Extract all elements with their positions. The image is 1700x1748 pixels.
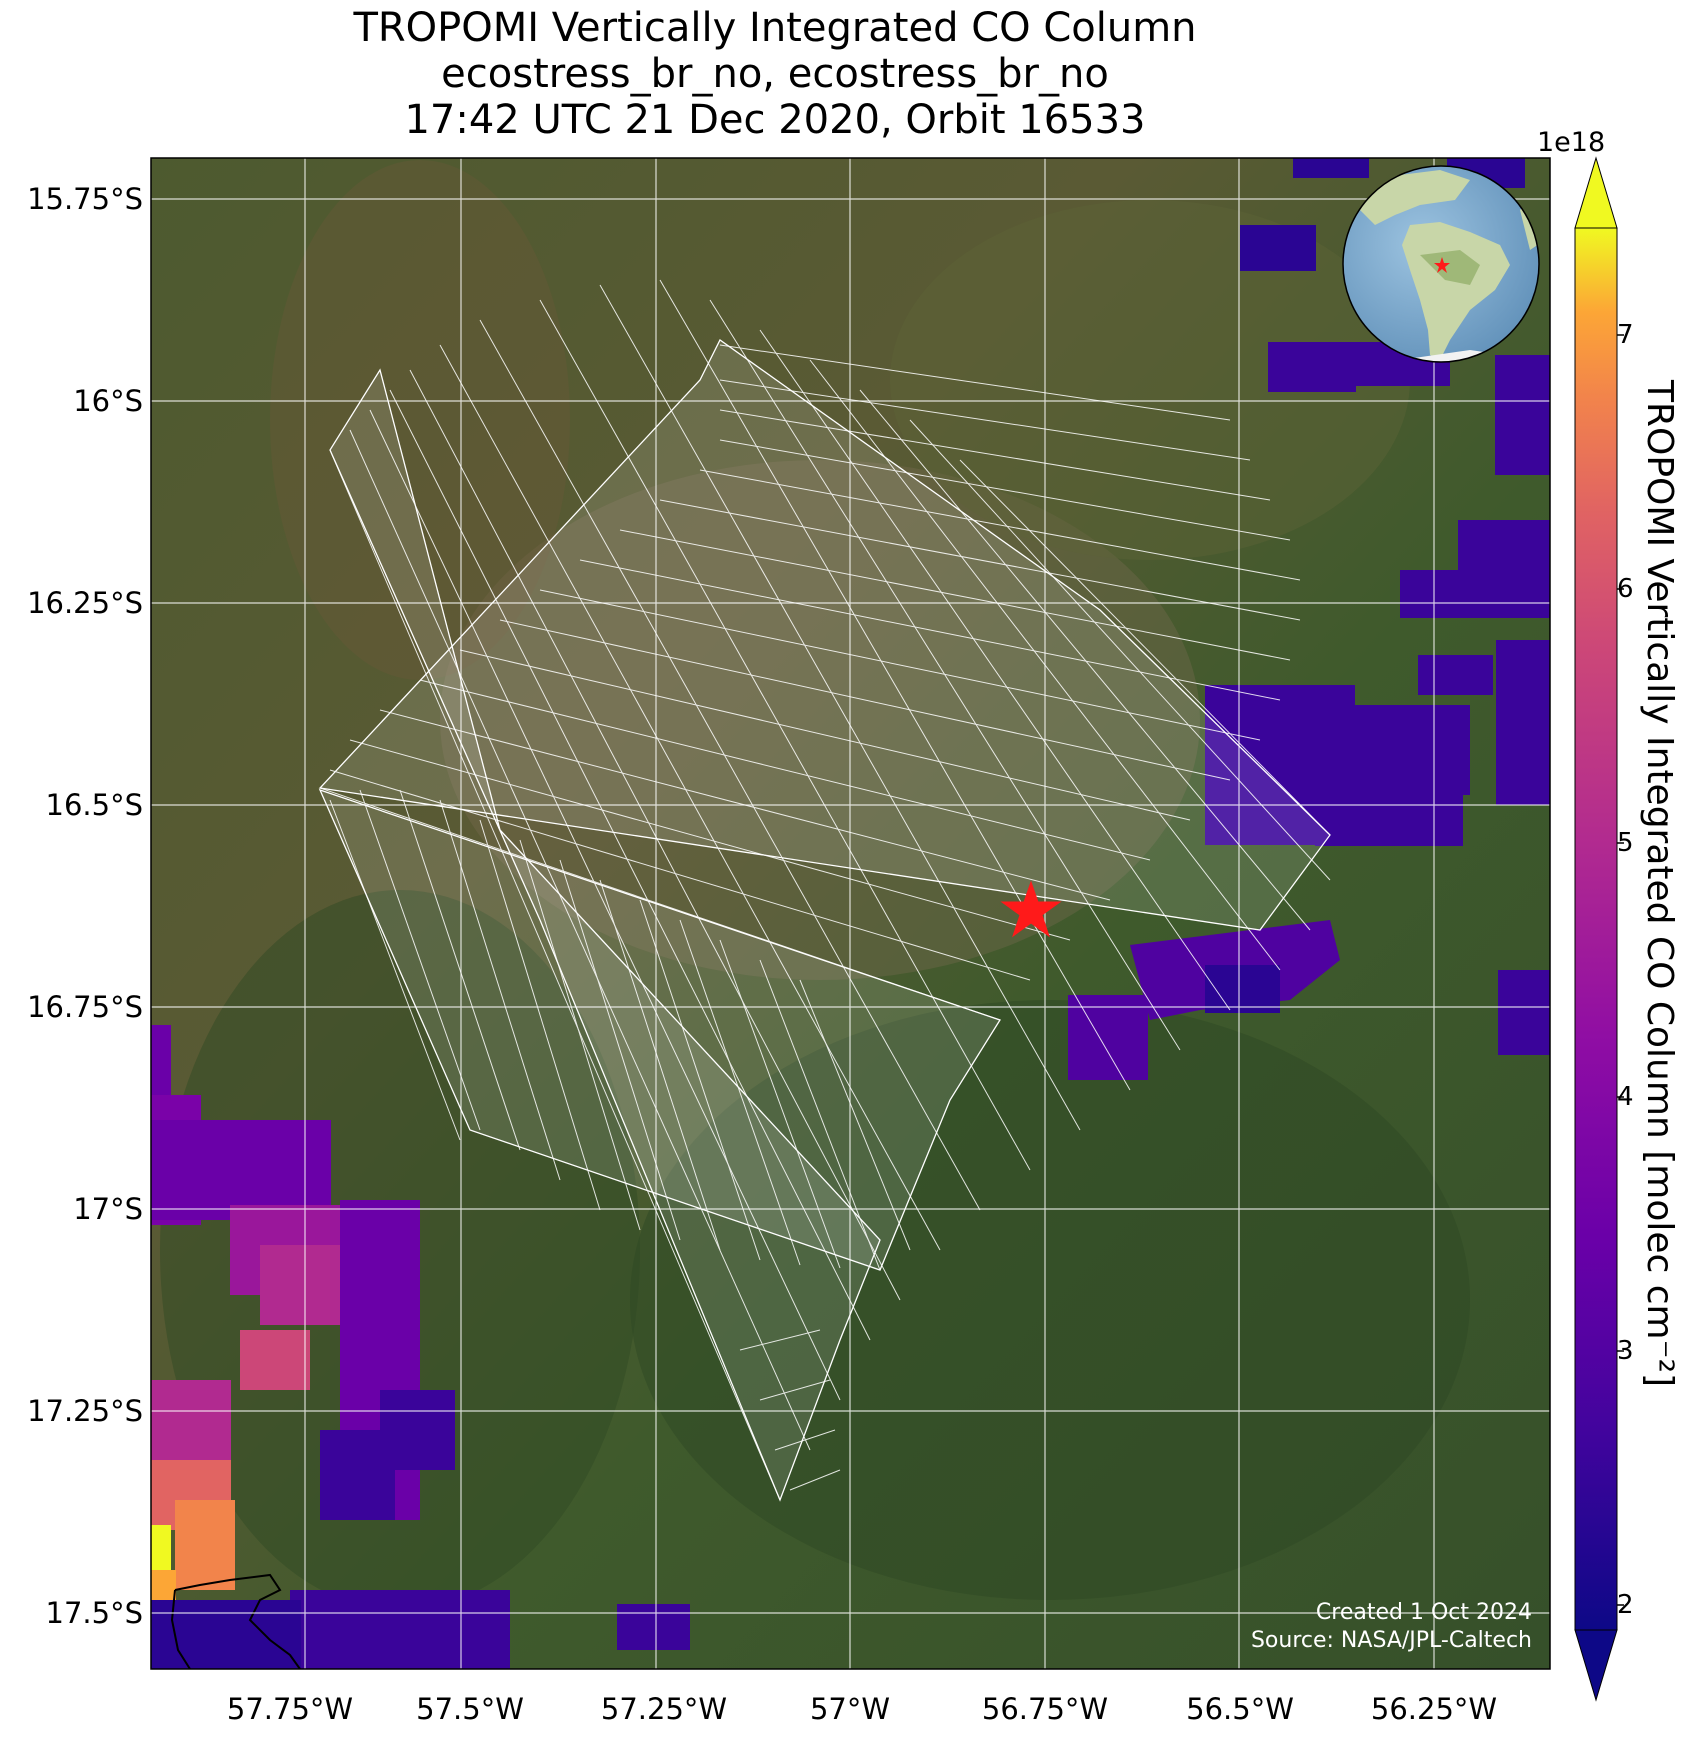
colorbar-tick: 5 — [1617, 828, 1634, 858]
credits-source: Source: NASA/JPL-Caltech — [1250, 1628, 1532, 1653]
colorbar — [1574, 156, 1624, 1702]
colorbar-label: TROPOMI Vertically Integrated CO Column … — [1639, 380, 1680, 1388]
credits-created: Created 1 Oct 2024 — [1315, 1600, 1532, 1625]
lon-tick-label: 57°W — [809, 1692, 891, 1726]
border-line — [170, 1573, 301, 1669]
lat-tick-label: 15.75°S — [27, 182, 143, 216]
title-line-2: ecostress_br_no, ecostress_br_no — [441, 51, 1109, 97]
title-line-1: TROPOMI Vertically Integrated CO Column — [353, 5, 1197, 51]
lat-tick-label: 16.5°S — [45, 788, 143, 822]
colorbar-tick: 7 — [1617, 320, 1634, 350]
colorbar-tick: 2 — [1617, 1590, 1634, 1620]
title-line-3: 17:42 UTC 21 Dec 2020, Orbit 16533 — [404, 97, 1146, 143]
colorbar-exponent: 1e18 — [1537, 127, 1606, 158]
colorbar-tick: 6 — [1617, 574, 1634, 604]
lon-tick-label: 57.5°W — [416, 1692, 524, 1726]
globe-star-icon — [1434, 257, 1450, 273]
lat-tick-label: 16°S — [73, 384, 143, 418]
lon-tick-label: 57.75°W — [226, 1692, 354, 1726]
lon-tick-label: 57.25°W — [600, 1692, 728, 1726]
map-frame — [150, 157, 1551, 1670]
lat-tick-label: 16.25°S — [27, 586, 143, 620]
colorbar-tick: 3 — [1617, 1336, 1634, 1366]
lat-tick-label: 17.25°S — [27, 1394, 143, 1428]
colorbar-tick: 4 — [1617, 1082, 1634, 1112]
lat-tick-label: 16.75°S — [27, 990, 143, 1024]
satellite-background — [151, 158, 1550, 1669]
lat-tick-label: 17°S — [73, 1192, 143, 1226]
lon-tick-label: 56.25°W — [1370, 1692, 1498, 1726]
ecostress-swath-grid — [318, 339, 1331, 1502]
target-star-icon — [1000, 880, 1062, 938]
lon-tick-label: 56.75°W — [981, 1692, 1109, 1726]
map-gridlines — [151, 158, 1550, 1669]
ecostress-grid-lines — [319, 279, 1331, 1501]
lat-tick-label: 17.5°S — [45, 1596, 143, 1630]
lon-tick-label: 56.5°W — [1186, 1692, 1294, 1726]
